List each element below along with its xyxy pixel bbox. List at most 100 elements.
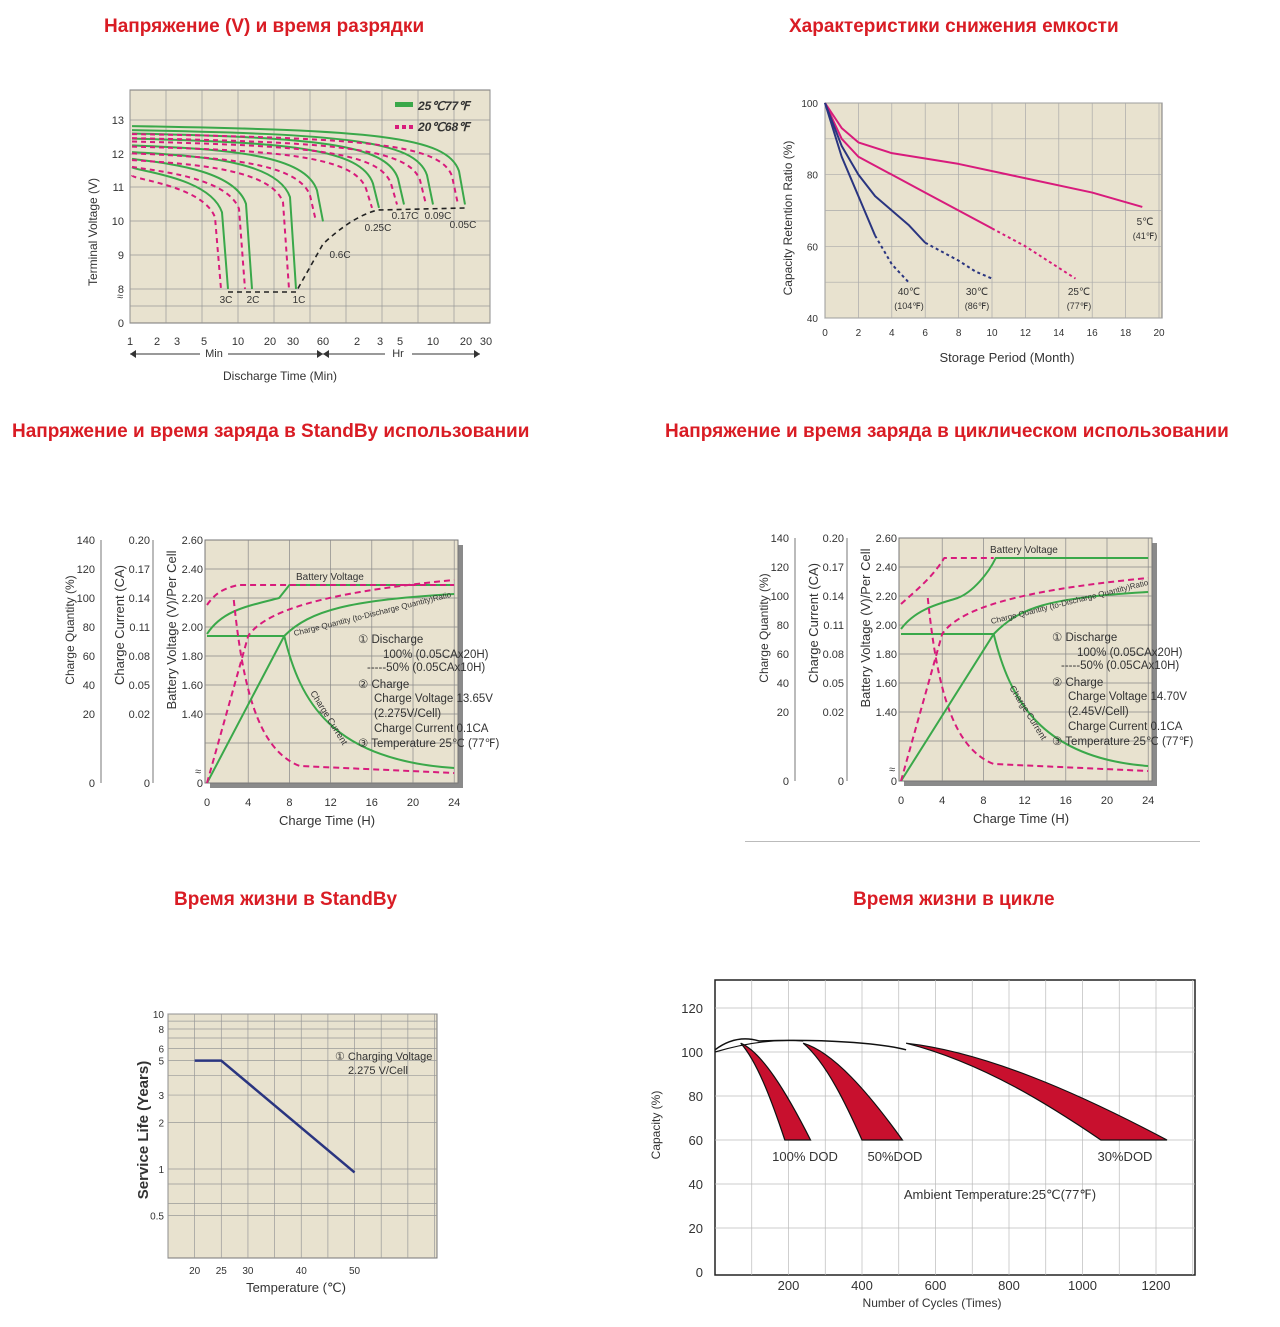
standby-charge-v-zero: 0	[197, 778, 203, 790]
capacity-y-tick: 60	[807, 242, 819, 253]
title-cyclic-charge: Напряжение и время заряда в циклическом …	[665, 421, 1229, 442]
discharge-curve-label: 2C	[247, 295, 260, 306]
cycle-life-x-tick: 400	[851, 1278, 873, 1293]
cyclic-charge-y-label-v: Battery Voltage (V)/Per Cell	[858, 548, 873, 707]
title-standby-life: Время жизни в StandBy	[174, 889, 398, 910]
cyclic-charge-c-tick: 0.20	[823, 533, 844, 545]
discharge-curve-20c	[131, 165, 246, 290]
discharge-axis-break: ≈	[117, 291, 123, 303]
capacity-series-line	[824, 102, 877, 236]
discharge-curve-label: 0.6C	[329, 250, 350, 261]
standby-life-x-tick: 20	[189, 1266, 201, 1277]
capacity-series-line-dashed	[924, 241, 993, 280]
cycle-life-band-label: 100% DOD	[772, 1149, 838, 1164]
capacity-x-tick: 8	[956, 328, 962, 339]
discharge-x-tick: 5	[201, 336, 207, 348]
cyclic-charge-charge-current	[901, 633, 1149, 767]
capacity-x-label: Storage Period (Month)	[939, 350, 1074, 365]
standby-charge-y-label-v: Battery Voltage (V)/Per Cell	[164, 550, 179, 709]
capacity-x-tick: 16	[1087, 328, 1099, 339]
discharge-y-tick: 12	[112, 149, 124, 161]
cyclic-charge-charge-current-50	[926, 597, 1149, 772]
cyclic-charge-axis-break: ≈	[889, 764, 895, 776]
standby-charge-c-tick: 0	[144, 778, 150, 790]
cyclic-charge-c-tick: 0.08	[823, 649, 844, 661]
cyclic-charge-q-tick: 80	[777, 620, 789, 632]
standby-charge-y-label-q: Charge Quantity (%)	[63, 575, 77, 684]
standby-charge-c-tick: 0.17	[129, 564, 150, 576]
capacity-series-line-dashed	[874, 235, 910, 283]
standby-life-note: 2.275 V/Cell	[348, 1065, 408, 1077]
discharge-x-tick: 30	[480, 336, 492, 348]
standby-charge-q-tick: 100	[77, 593, 95, 605]
discharge-curve-20c	[131, 145, 373, 209]
discharge-legend-swatch-25c	[395, 102, 413, 107]
standby-charge-charge-quantity	[206, 593, 455, 784]
standby-charge-x-label: Charge Time (H)	[279, 813, 375, 828]
cycle-life-plot-area	[714, 979, 1196, 1276]
cyclic-charge-c-tick: 0.05	[823, 678, 844, 690]
cycle-life-band-label: 50%DOD	[868, 1149, 923, 1164]
standby-charge-x-tick: 8	[286, 797, 292, 809]
cyclic-charge-c-tick: 0	[838, 776, 844, 788]
capacity-x-tick: 10	[986, 328, 998, 339]
standby-charge-note: (2.275V/Cell)	[374, 708, 441, 720]
cyclic-charge-note: Charge Current 0.1CA	[1068, 721, 1183, 733]
capacity-y-tick: 40	[807, 314, 819, 325]
cyclic-charge-plot-area	[898, 537, 1153, 782]
standby-life-note: ① Charging Voltage	[335, 1051, 432, 1063]
discharge-curve-label: 1C	[293, 295, 306, 306]
separator-line	[745, 841, 1200, 842]
standby-charge-q-tick: 0	[89, 778, 95, 790]
cyclic-charge-q-tick: 20	[777, 707, 789, 719]
cyclic-charge-x-label: Charge Time (H)	[973, 811, 1069, 826]
standby-life-y-tick: 3	[158, 1091, 164, 1102]
cyclic-charge-v-tick: 2.00	[876, 620, 897, 632]
standby-life-x-tick: 50	[349, 1266, 361, 1277]
cyclic-charge-battery-voltage-50	[900, 557, 994, 605]
cyclic-charge-label-voltage: Battery Voltage	[990, 545, 1058, 556]
standby-life-y-label: Service Life (Years)	[135, 1061, 152, 1199]
standby-charge-y-label-c: Charge Current (CA)	[112, 565, 127, 685]
standby-charge-v-tick: 1.40	[182, 709, 203, 721]
cyclic-charge-x-tick: 12	[1018, 795, 1030, 807]
capacity-series-label: 5℃	[1137, 217, 1154, 228]
discharge-x-tick: 5	[397, 336, 403, 348]
cycle-life-band-label: 30%DOD	[1098, 1149, 1153, 1164]
discharge-curve-20c	[131, 152, 317, 222]
capacity-x-tick: 6	[922, 328, 928, 339]
capacity-series-line	[824, 102, 993, 230]
cyclic-charge-charge-quantity-50	[900, 577, 1149, 782]
capacity-y-label: Capacity Retention Ratio (%)	[781, 141, 795, 296]
cyclic-charge-x-tick: 8	[980, 795, 986, 807]
cyclic-charge-x-tick: 4	[939, 795, 945, 807]
capacity-y-tick: 80	[807, 171, 819, 182]
cyclic-charge-v-tick: 1.60	[876, 678, 897, 690]
standby-charge-note: Charge Voltage 13.65V	[374, 693, 493, 705]
cycle-life-x-tick: 1200	[1142, 1278, 1171, 1293]
standby-charge-note: ② Charge	[358, 679, 409, 691]
standby-charge-q-tick: 140	[77, 535, 95, 547]
cyclic-charge-charge-quantity	[900, 591, 1149, 782]
cyclic-charge-x-tick: 0	[898, 795, 904, 807]
standby-charge-c-tick: 0.02	[129, 709, 150, 721]
standby-charge-x-tick: 4	[245, 797, 251, 809]
cycle-life-x-tick: 800	[998, 1278, 1020, 1293]
discharge-x-tick: 3	[174, 336, 180, 348]
standby-charge-v-tick: 2.60	[182, 535, 203, 547]
cyclic-charge-note: -----50% (0.05CAx10H)	[1061, 660, 1179, 672]
discharge-y-tick: 13	[112, 115, 124, 127]
standby-charge-battery-voltage	[206, 584, 455, 635]
capacity-series-line-dashed	[991, 227, 1077, 280]
capacity-series-label-f: (41℉)	[1133, 231, 1158, 241]
discharge-legend-label-25c: 25℃77℉	[417, 99, 472, 113]
standby-charge-q-tick: 20	[83, 709, 95, 721]
cyclic-charge-x-tick: 20	[1101, 795, 1113, 807]
discharge-curve-25c	[131, 166, 229, 290]
capacity-x-tick: 12	[1020, 328, 1032, 339]
discharge-curve-20c	[131, 159, 290, 290]
standby-charge-plot-area	[204, 539, 459, 784]
standby-charge-c-tick: 0.08	[129, 651, 150, 663]
discharge-x-tick: 10	[232, 336, 244, 348]
